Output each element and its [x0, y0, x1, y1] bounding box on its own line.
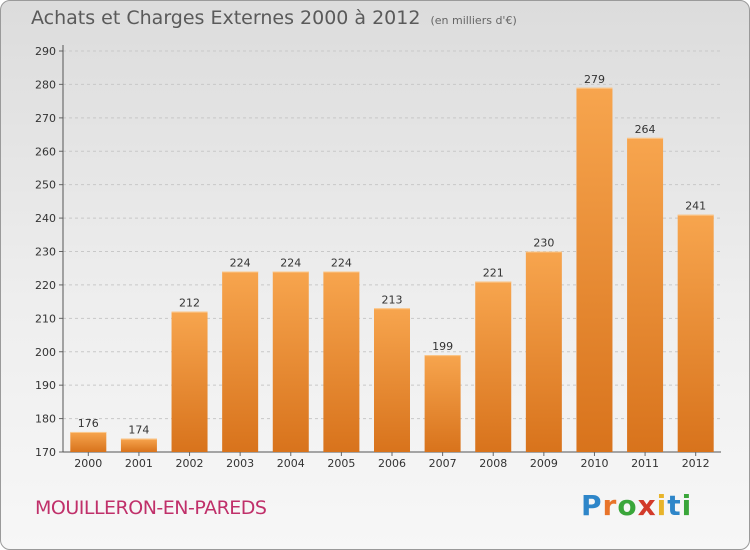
- logo-letter: o: [617, 489, 638, 522]
- x-tick-label: 2006: [378, 457, 406, 470]
- data-label: 279: [584, 73, 605, 86]
- logo-letter: r: [602, 489, 618, 522]
- bar: [475, 281, 512, 452]
- axes: 170 180 190 200 210 220 230 240 250 260 270 280 290 2…: [35, 45, 721, 470]
- data-label: 212: [179, 297, 200, 310]
- x-tick-label: 2008: [479, 457, 507, 470]
- subtitle-text: (en milliers d'€): [430, 14, 517, 27]
- data-label: 224: [331, 257, 352, 270]
- x-tick-label: 2003: [226, 457, 254, 470]
- y-tick-label: 270: [35, 112, 56, 125]
- y-tick-label: 280: [35, 78, 56, 91]
- data-label: 213: [382, 293, 403, 306]
- data-label: 230: [533, 237, 554, 250]
- x-tick-label: 2010: [580, 457, 608, 470]
- data-label: 221: [483, 267, 504, 280]
- bar: [525, 251, 562, 452]
- y-tick-label: 200: [35, 346, 56, 359]
- y-tick-label: 290: [35, 45, 56, 58]
- title-text: Achats et Charges Externes 2000 à 2012: [31, 7, 421, 29]
- x-tick-label: 2005: [327, 457, 355, 470]
- bar: [677, 214, 714, 452]
- bar: [70, 431, 107, 452]
- data-label: 224: [280, 257, 301, 270]
- x-tick-label: 2007: [429, 457, 457, 470]
- x-tick-label: 2004: [277, 457, 305, 470]
- y-tick-label: 180: [35, 413, 56, 426]
- y-tick-label: 250: [35, 179, 56, 192]
- logo-letter: i: [656, 489, 668, 522]
- proxiti-logo: Proxiti: [581, 489, 692, 522]
- y-tick-label: 240: [35, 212, 56, 225]
- y-tick-label: 210: [35, 312, 56, 325]
- logo-letter: i: [681, 489, 693, 522]
- bar: [374, 308, 410, 452]
- chart-title: Achats et Charges Externes 2000 à 2012 (e…: [31, 7, 517, 29]
- bar: [272, 271, 309, 452]
- x-tick-label: 2002: [176, 457, 204, 470]
- logo-letter: x: [637, 489, 657, 522]
- data-label: 264: [635, 123, 656, 136]
- data-labels: 176 174 212 224 224 224 213 199 221 230 279 264 241: [78, 73, 706, 437]
- y-tick-label: 230: [35, 246, 56, 259]
- y-tick-label: 260: [35, 145, 56, 158]
- bars: [70, 87, 714, 452]
- data-label: 199: [432, 340, 453, 353]
- logo-letter: P: [581, 489, 603, 522]
- x-tick-label: 2009: [530, 457, 558, 470]
- y-tick-label: 220: [35, 279, 56, 292]
- x-tick-label: 2011: [631, 457, 659, 470]
- bar: [323, 271, 360, 452]
- bar: [222, 271, 259, 452]
- x-tick-label: 2000: [74, 457, 102, 470]
- x-tick-label: 2012: [682, 457, 710, 470]
- y-tick-label: 190: [35, 379, 56, 392]
- data-label: 224: [230, 257, 251, 270]
- commune-name: MOUILLERON-EN-PAREDS: [35, 497, 267, 519]
- bar: [576, 87, 613, 452]
- logo-letter: t: [667, 489, 682, 522]
- x-tick-label: 2001: [125, 457, 153, 470]
- bar: [120, 438, 157, 452]
- bar: [424, 355, 461, 452]
- data-label: 174: [128, 424, 149, 437]
- bar: [627, 137, 664, 452]
- bar: [171, 311, 208, 452]
- y-tick-label: 170: [35, 446, 56, 459]
- data-label: 176: [78, 417, 99, 430]
- data-label: 241: [685, 200, 706, 213]
